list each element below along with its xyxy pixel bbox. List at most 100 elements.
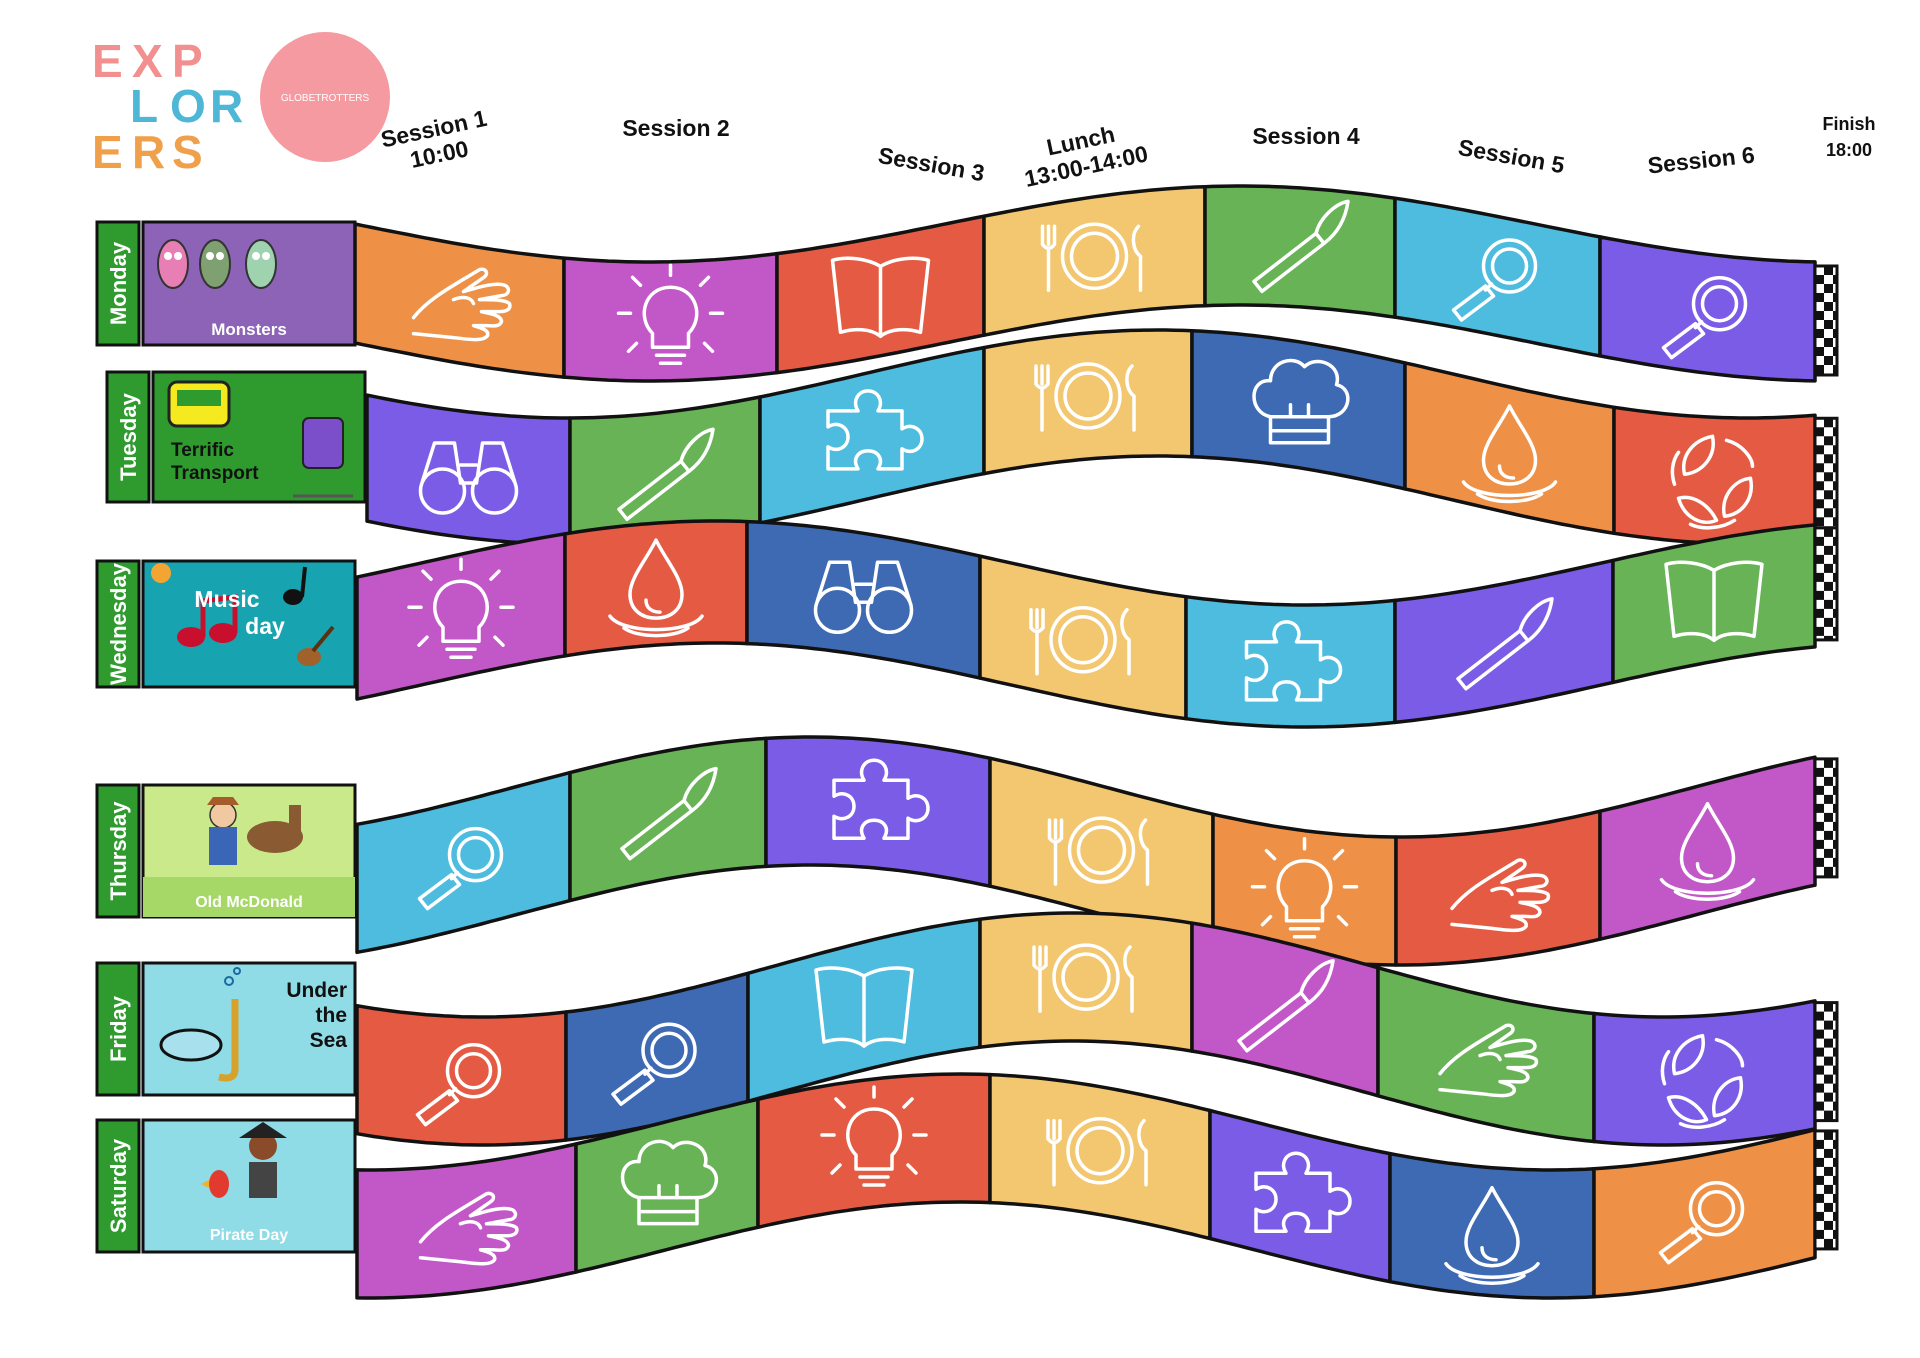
session-cell <box>355 1142 578 1300</box>
session-cell <box>568 736 768 903</box>
plate-icon <box>1029 605 1131 676</box>
finish-flag <box>1813 757 1839 879</box>
day-name: Thursday <box>106 801 131 901</box>
hand-icon <box>1438 1023 1539 1098</box>
day-label-box <box>95 559 141 689</box>
cell-yellow <box>978 554 1188 721</box>
finish-flag <box>1813 1129 1839 1251</box>
day-row-tuesday: Tuesday Terrific Transport <box>105 328 1839 546</box>
puzzle-icon <box>1244 620 1343 702</box>
drop-icon <box>1461 404 1558 504</box>
theme-title: Music day <box>194 586 285 639</box>
plate-icon <box>1046 1116 1148 1187</box>
session-cell <box>1184 594 1397 729</box>
cell-lightblue <box>758 345 986 525</box>
logo-letter: S <box>172 126 209 178</box>
cell-green <box>1203 184 1397 319</box>
session-cell <box>355 1003 568 1147</box>
logo-letter: R <box>210 80 249 132</box>
magnifier-icon <box>1451 238 1538 322</box>
bulb-icon <box>407 557 515 659</box>
session-cell <box>1190 328 1407 491</box>
finish-flag <box>1813 1001 1839 1123</box>
session-cell <box>745 519 982 680</box>
chefhat-icon <box>620 1139 719 1226</box>
puzzle-icon <box>832 758 930 840</box>
day-label-box <box>95 783 141 919</box>
session-cell <box>365 393 572 546</box>
session-cell <box>1403 361 1616 536</box>
cell-purple <box>1208 1108 1392 1284</box>
cell-darkblue <box>745 519 982 680</box>
day-label-box <box>95 1118 141 1254</box>
cell-lightblue <box>355 770 572 955</box>
header-7: Session 6 <box>1646 142 1756 179</box>
cell-darkblue <box>1190 328 1407 491</box>
day-name: Tuesday <box>116 392 141 480</box>
session-cell <box>982 328 1194 476</box>
day-name: Monday <box>106 241 131 325</box>
session-cell <box>1203 184 1397 319</box>
day-name: Wednesday <box>106 562 131 685</box>
bulb-icon <box>1250 836 1359 939</box>
cell-lightblue <box>1184 594 1397 729</box>
brush-icon <box>620 766 718 861</box>
drop-icon <box>608 538 704 638</box>
cell-yellow <box>982 184 1207 337</box>
logo-letter: E <box>92 126 129 178</box>
session-cell <box>978 554 1188 721</box>
binoculars-icon <box>418 441 519 515</box>
session-cell <box>562 251 779 383</box>
session-cell <box>1612 405 1817 546</box>
hand-icon <box>418 1191 519 1266</box>
drop-icon <box>1444 1185 1540 1285</box>
cell-orange <box>1592 1127 1817 1299</box>
session-cell <box>355 532 567 701</box>
session-cell <box>1598 235 1817 383</box>
finish-flag <box>1813 416 1839 536</box>
cell-red <box>1612 405 1817 546</box>
cell-yellow <box>978 911 1194 1053</box>
day-label-box <box>95 220 141 347</box>
logo-letter: L <box>130 80 164 132</box>
finish-flag <box>1813 526 1839 642</box>
finish-flag <box>1813 264 1839 377</box>
day-label-box <box>95 961 141 1097</box>
drop-icon <box>1659 801 1756 901</box>
day-row-wednesday: Wednesday Music day <box>95 519 1839 729</box>
session-cell <box>355 770 572 955</box>
session-cell <box>1376 966 1596 1144</box>
header-5: Session 4 <box>1252 123 1360 149</box>
day-row-monday: Monday Monsters <box>95 184 1839 383</box>
magnifier-icon <box>1661 275 1748 360</box>
session-cell <box>1393 558 1615 725</box>
cell-purple <box>365 393 572 546</box>
theme-picture: Music day <box>141 559 357 689</box>
plate-icon <box>1032 943 1134 1013</box>
magnifier-icon <box>415 1042 502 1127</box>
session-cell <box>775 214 986 375</box>
header-1: Session 110:00 <box>379 105 490 173</box>
session-cell <box>988 1072 1212 1241</box>
magnifier-icon <box>417 826 504 911</box>
puzzle-icon <box>826 389 924 471</box>
magnifier-icon <box>1658 1180 1745 1265</box>
session-cell <box>1393 196 1602 358</box>
puzzle-icon <box>1254 1151 1352 1234</box>
bulb-icon <box>616 263 725 366</box>
day-row-saturday: Saturday Pirate Day <box>95 1072 1839 1300</box>
session-cell <box>1388 1151 1596 1300</box>
cell-yellow <box>988 1072 1212 1241</box>
plate-icon <box>1040 222 1143 293</box>
day-rows: Monday Monsters Tuesday Terrific Transport We… <box>95 184 1839 1300</box>
cell-yellow <box>982 328 1194 476</box>
cell-purple <box>1598 235 1817 383</box>
day-label-box <box>105 370 151 504</box>
theme-title: Pirate Day <box>210 1227 288 1244</box>
session-cell <box>1592 1127 1817 1299</box>
header-title: Session 4 <box>1252 123 1360 149</box>
hand-icon <box>1450 858 1551 933</box>
theme-picture: Monsters <box>141 220 357 347</box>
